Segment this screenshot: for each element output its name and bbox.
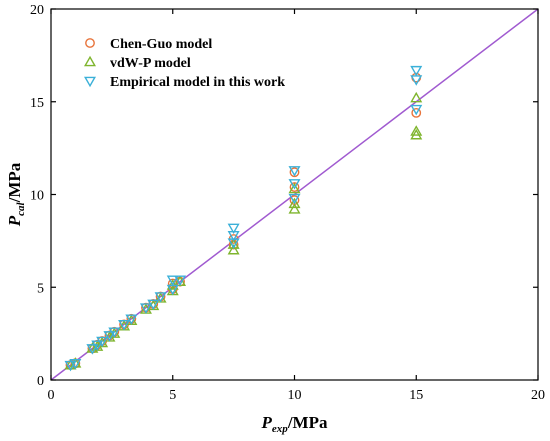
plot-area — [50, 8, 539, 381]
data-point — [154, 292, 167, 303]
data-point — [64, 360, 77, 372]
data-point — [166, 275, 179, 287]
data-point — [411, 107, 422, 118]
legend-label: vdW-P model — [110, 56, 191, 71]
data-point — [86, 344, 99, 355]
y-axis-label: Pcal/MPa — [5, 162, 27, 227]
data-point — [103, 331, 116, 342]
x-tick-label: 5 — [169, 388, 176, 403]
y-tick-label: 0 — [37, 374, 44, 389]
y-tick-label: 10 — [30, 189, 44, 204]
data-point — [147, 299, 160, 311]
legend-marker — [85, 38, 95, 48]
data-point — [288, 166, 301, 177]
y-axis-label-main: P — [5, 215, 24, 227]
axes: 0 5 10 15 20 0 5 10 15 20 — [30, 3, 545, 403]
data-point — [227, 223, 240, 235]
data-point — [410, 125, 423, 136]
legend-marker — [83, 76, 97, 88]
x-tick-label: 15 — [409, 388, 423, 403]
x-axis-label-sub: exp — [272, 423, 288, 435]
data-point — [69, 359, 82, 370]
data-point — [288, 182, 301, 194]
data-point — [118, 320, 131, 331]
series-3 — [64, 65, 423, 372]
legend-marker — [83, 55, 97, 67]
data-point — [288, 179, 301, 190]
y-tick-label: 5 — [37, 281, 44, 296]
data-point — [410, 91, 423, 103]
data-point — [288, 193, 301, 205]
data-point — [139, 303, 152, 314]
data-point — [227, 243, 240, 255]
data-point — [288, 203, 301, 214]
data-point — [91, 340, 104, 351]
x-tick-label: 10 — [288, 388, 302, 403]
legend-item: Empirical model in this work — [83, 75, 285, 90]
y-axis-label-unit: /MPa — [5, 162, 24, 203]
y-axis-label-sub: cal — [15, 201, 27, 215]
x-tick-label: 20 — [531, 388, 545, 403]
data-point — [410, 104, 423, 116]
x-axis-label: Pexp/MPa — [261, 413, 328, 435]
data-point — [96, 336, 109, 348]
data-point — [410, 65, 423, 77]
legend: Chen-Guo model vdW-P model Empirical model… — [83, 37, 285, 90]
y-tick-label: 15 — [30, 96, 44, 111]
data-point — [108, 327, 121, 338]
x-tick-label: 0 — [48, 388, 55, 403]
legend-label: Empirical model in this work — [110, 75, 285, 90]
legend-item: vdW-P model — [83, 55, 191, 71]
x-axis-label-main: P — [261, 413, 273, 432]
data-point — [125, 314, 138, 325]
legend-label: Chen-Guo model — [110, 37, 212, 52]
x-axis-label-unit: /MPa — [287, 413, 328, 432]
y-tick-label: 20 — [30, 3, 44, 18]
series-1 — [65, 72, 422, 371]
legend-item: Chen-Guo model — [85, 37, 212, 52]
data-point — [174, 275, 187, 287]
data-point — [288, 197, 301, 209]
